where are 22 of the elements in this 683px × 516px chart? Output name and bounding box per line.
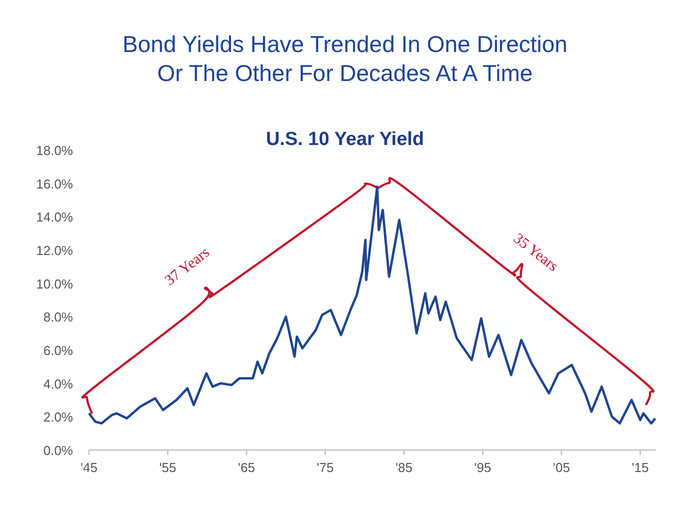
annotation: 37 Years xyxy=(162,244,213,290)
y-tick-label: 2.0% xyxy=(43,410,74,425)
x-tick-label: '95 xyxy=(474,460,492,475)
line-series xyxy=(88,185,656,425)
y-tick-label: 10.0% xyxy=(36,276,74,292)
chart-title: Bond Yields Have Trended In One Direction Or The Other For Decades At A Time xyxy=(122,31,568,86)
y-tick-label: 14.0% xyxy=(36,210,74,225)
chart-subtitle: U.S. 10 Year Yield xyxy=(266,129,424,150)
y-tick-label: 12.0% xyxy=(36,243,74,258)
y-tick-label: 4.0% xyxy=(43,376,74,392)
x-tick-label: '05 xyxy=(553,460,570,475)
x-tick-label: '15 xyxy=(632,460,649,475)
x-tick-label: '55 xyxy=(159,460,176,475)
y-tick-label: 6.0% xyxy=(43,343,74,358)
x-tick-label: '75 xyxy=(316,460,334,475)
y-tick-label: 8.0% xyxy=(43,310,74,325)
x-tick-label: '85 xyxy=(396,460,412,475)
y-tick-label: 0.0% xyxy=(43,443,74,458)
x-tick-label: '45 xyxy=(80,460,98,475)
x-tick-label: '65 xyxy=(238,460,255,475)
y-tick-label: 16.0% xyxy=(36,176,74,192)
y-tick-label: 18.0% xyxy=(36,143,74,158)
